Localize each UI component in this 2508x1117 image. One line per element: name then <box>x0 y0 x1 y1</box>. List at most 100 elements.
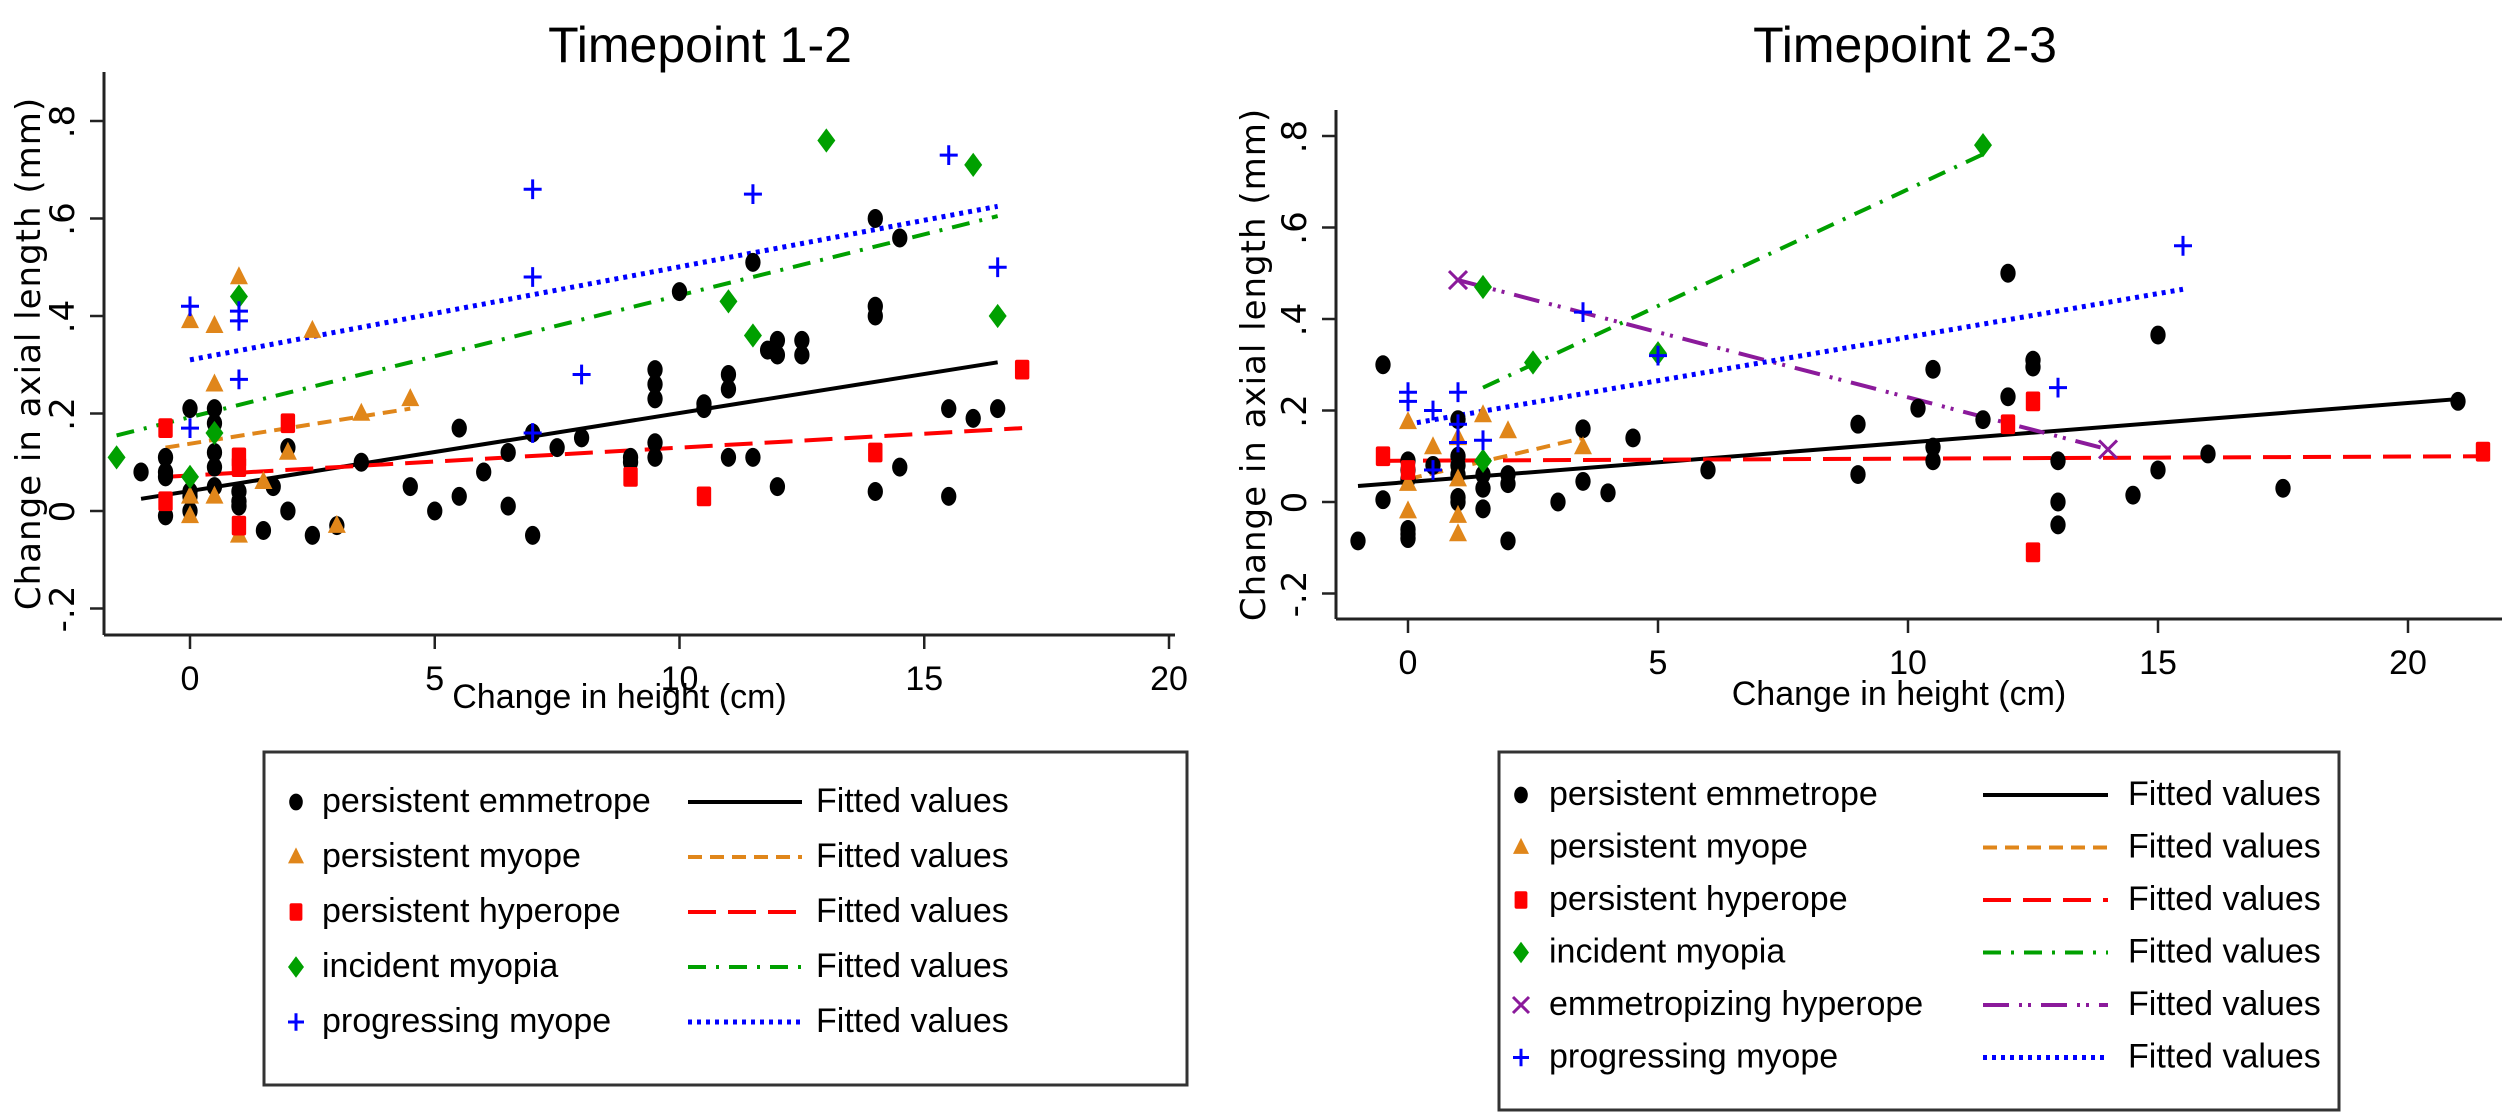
data-point <box>157 447 174 467</box>
data-point <box>623 466 638 487</box>
data-point <box>892 228 908 248</box>
data-point <box>133 462 149 482</box>
fitted-line <box>116 214 999 438</box>
data-point <box>1475 465 1491 484</box>
x-tick-label: 0 <box>1399 644 1418 682</box>
legend-label: persistent emmetrope <box>322 782 651 820</box>
fitted-line <box>1482 152 1984 390</box>
series-persistent-hyperope <box>158 359 1030 536</box>
data-point <box>1375 355 1391 375</box>
legend-fit-label: Fitted values <box>2128 1038 2321 1076</box>
data-point <box>1850 465 1866 484</box>
legend-marker-icon <box>288 1013 304 1031</box>
data-point <box>304 525 321 545</box>
data-point <box>206 457 223 477</box>
series-persistent-emmetrope <box>133 209 1006 545</box>
legend-label: persistent emmetrope <box>1549 775 1878 813</box>
legend-marker-icon <box>289 793 303 811</box>
data-point <box>1449 468 1467 487</box>
data-point <box>892 457 908 477</box>
y-axis-title: Change in axial length (mm) <box>9 97 49 610</box>
data-point <box>158 418 173 439</box>
y-tick-label: .2 <box>1275 393 1315 427</box>
data-point <box>2050 492 2066 512</box>
data-point <box>523 423 542 443</box>
data-point <box>1424 436 1442 455</box>
data-point <box>572 364 591 385</box>
legend-fit-label: Fitted values <box>2128 828 2321 866</box>
data-point <box>965 408 981 428</box>
data-point <box>1449 432 1467 453</box>
data-point <box>205 485 224 504</box>
data-point <box>523 267 542 287</box>
legend-marker-icon <box>289 903 303 921</box>
x-axis-title: Change in height (cm) <box>1732 675 2067 713</box>
legend: persistent emmetrope Fitted values persist… <box>1497 750 2341 1112</box>
data-point <box>745 447 761 467</box>
legend-marker-icon <box>1514 786 1528 804</box>
data-point <box>157 467 174 487</box>
data-point <box>719 289 738 314</box>
data-point <box>647 447 663 467</box>
x-tick-label: 10 <box>1889 644 1927 682</box>
x-tick-label: 0 <box>181 660 200 698</box>
data-point <box>353 452 369 472</box>
data-point <box>2000 387 2016 407</box>
data-point <box>2049 377 2067 398</box>
data-point <box>1700 460 1716 480</box>
legend-label: incident myopia <box>1549 933 1785 971</box>
data-point <box>2050 515 2066 535</box>
data-point <box>229 284 248 309</box>
data-point <box>229 369 248 390</box>
data-point <box>229 310 248 331</box>
data-point <box>1447 270 1469 291</box>
legend-fit-label: Fitted values <box>2128 933 2321 971</box>
data-point <box>2025 357 2041 377</box>
data-point <box>941 399 957 419</box>
data-point <box>1925 437 1941 457</box>
data-point <box>181 310 199 329</box>
data-point <box>817 128 836 153</box>
data-point <box>1575 471 1591 491</box>
x-tick-label: 20 <box>1150 660 1188 698</box>
data-point <box>451 418 467 438</box>
data-point <box>265 477 281 497</box>
data-point <box>1524 350 1542 375</box>
data-point <box>1400 460 1416 480</box>
legend-fit-label: Fitted values <box>816 947 1009 985</box>
y-tick-label: .8 <box>1275 119 1315 153</box>
data-point <box>647 374 663 394</box>
data-point <box>1399 391 1417 412</box>
data-point <box>206 443 223 462</box>
data-point <box>743 323 762 348</box>
data-point <box>107 445 126 470</box>
data-point <box>1974 133 1992 158</box>
data-point <box>867 306 883 326</box>
x-tick-label: 5 <box>1649 644 1668 682</box>
data-point <box>769 330 786 350</box>
data-point <box>868 442 883 463</box>
data-point <box>229 266 248 285</box>
fitted-line <box>189 203 999 363</box>
legend-marker-icon <box>288 956 304 978</box>
data-point <box>1575 419 1591 439</box>
y-tick-label: .4 <box>43 299 83 333</box>
legend-marker-icon <box>1513 941 1529 964</box>
data-point <box>181 464 199 490</box>
data-point <box>205 373 224 392</box>
legend-fit-label: Fitted values <box>2128 775 2321 813</box>
data-point <box>2050 451 2066 471</box>
data-point <box>1449 382 1467 403</box>
data-point <box>1925 451 1941 471</box>
y-axis-title: Change in axial length (mm) <box>1234 108 1274 621</box>
y-tick-label: .8 <box>43 104 83 138</box>
data-point <box>500 496 516 516</box>
data-point <box>327 514 346 533</box>
data-point <box>1375 446 1391 467</box>
data-point <box>696 399 712 419</box>
data-point <box>1424 400 1442 421</box>
series-incident-myopia <box>107 128 1007 490</box>
data-point <box>1499 420 1517 439</box>
data-point <box>1375 490 1391 510</box>
data-point <box>622 452 639 472</box>
